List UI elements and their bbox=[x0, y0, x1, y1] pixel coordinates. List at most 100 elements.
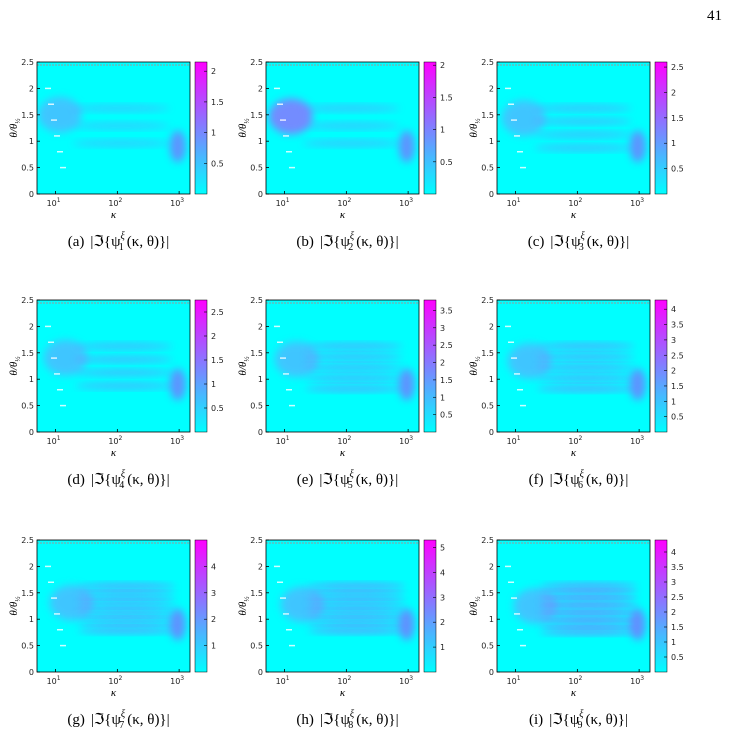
y-tick-label: 1 bbox=[258, 375, 263, 384]
heatmap-streak bbox=[539, 605, 638, 612]
y-tick-label: 1.5 bbox=[481, 589, 494, 598]
x-tick-exp: 3 bbox=[180, 435, 184, 442]
colorbar-tick-label: 2 bbox=[440, 359, 445, 368]
caption-suffix: (κ, θ)}| bbox=[586, 712, 628, 728]
heatmap-streak bbox=[77, 609, 176, 616]
caption: (g) |ℑ{ψξ 7 (κ, θ)}| bbox=[67, 709, 169, 731]
caption-tag: (b) bbox=[296, 234, 314, 250]
y-tick-label: 2.5 bbox=[250, 536, 263, 545]
caption-sup: ξ bbox=[580, 231, 585, 242]
y-tick-label: 1.5 bbox=[21, 589, 34, 598]
y-tick-label: 1.5 bbox=[481, 111, 494, 120]
heatmap-streak bbox=[77, 627, 176, 634]
y-tick-label: 2 bbox=[29, 562, 34, 571]
x-tick-exp: 3 bbox=[409, 197, 413, 204]
caption-tag: (h) bbox=[296, 712, 314, 728]
y-label-main: θ/θ bbox=[8, 123, 20, 137]
colorbar bbox=[423, 61, 437, 195]
heatmap-streak bbox=[77, 583, 176, 590]
heatmap-blob bbox=[398, 608, 415, 641]
y-label-sub: ½ bbox=[243, 118, 251, 124]
colorbar bbox=[194, 299, 208, 433]
y-tick-label: 0 bbox=[258, 190, 263, 199]
x-tick-base: 10 bbox=[630, 199, 640, 208]
y-label-main: θ/θ bbox=[468, 601, 480, 615]
heatmap-blob bbox=[43, 339, 88, 376]
y-label-main: θ/θ bbox=[468, 123, 480, 137]
heatmap bbox=[266, 62, 419, 194]
colorbar-tick-label: 1.5 bbox=[440, 93, 453, 102]
caption: (a) |ℑ{ψξ 1 (κ, θ)}| bbox=[68, 231, 169, 253]
caption: (b) |ℑ{ψξ 2 (κ, θ)}| bbox=[296, 231, 398, 253]
x-tick-label: 103 bbox=[170, 197, 184, 208]
y-axis-label: θ/θ½ bbox=[468, 596, 482, 616]
heatmap-streak bbox=[77, 592, 176, 598]
heatmap-streak bbox=[302, 105, 401, 112]
caption-suffix: (κ, θ)}| bbox=[586, 472, 628, 488]
plot-frame bbox=[265, 61, 420, 195]
x-tick-label: 102 bbox=[108, 435, 122, 446]
colorbar-tick-label: 1.5 bbox=[211, 98, 224, 107]
caption-suffix: (κ, θ)}| bbox=[127, 472, 169, 488]
x-tick-base: 10 bbox=[47, 199, 57, 208]
caption-sub: 5 bbox=[348, 480, 353, 491]
colorbar-tick-label: 2.5 bbox=[671, 593, 684, 602]
colorbar-tick-label: 1.5 bbox=[211, 356, 224, 365]
heatmap-streak bbox=[536, 364, 635, 371]
caption-tag: (i) bbox=[529, 712, 543, 728]
heatmap-streak bbox=[75, 369, 173, 376]
colorbar-tick-label: 5 bbox=[440, 543, 445, 552]
heatmap-blob bbox=[169, 130, 186, 163]
plot-frame bbox=[265, 299, 420, 433]
x-tick-label: 101 bbox=[276, 197, 290, 208]
colorbar-tick-label: 4 bbox=[671, 548, 676, 557]
caption-sup: ξ bbox=[121, 709, 126, 720]
caption-prefix: |ℑ{ψ bbox=[320, 712, 351, 728]
y-tick-label: 0.5 bbox=[21, 164, 34, 173]
y-tick-label: 2 bbox=[258, 562, 263, 571]
caption-tag: (c) bbox=[528, 234, 545, 250]
heatmap-blob bbox=[37, 96, 82, 133]
x-tick-exp: 1 bbox=[517, 197, 521, 204]
x-tick-base: 10 bbox=[568, 199, 578, 208]
caption-sub: 8 bbox=[348, 720, 353, 731]
x-tick-label: 101 bbox=[47, 435, 61, 446]
plot-frame bbox=[496, 539, 651, 673]
x-tick-exp: 1 bbox=[517, 435, 521, 442]
y-tick-label: 1 bbox=[489, 375, 494, 384]
x-tick-label: 103 bbox=[399, 675, 413, 686]
x-tick-label: 101 bbox=[276, 675, 290, 686]
x-tick-base: 10 bbox=[108, 677, 118, 686]
x-tick-label: 102 bbox=[108, 675, 122, 686]
colorbar-tick-label: 0.5 bbox=[671, 165, 684, 174]
x-axis-label: κ bbox=[111, 447, 117, 459]
x-tick-base: 10 bbox=[630, 677, 640, 686]
x-tick-label: 103 bbox=[630, 197, 644, 208]
x-tick-exp: 3 bbox=[640, 435, 644, 442]
caption-prefix: |ℑ{ψ bbox=[550, 234, 581, 250]
colorbar bbox=[423, 539, 437, 673]
caption-sub: 2 bbox=[348, 242, 353, 253]
x-tick-label: 103 bbox=[630, 435, 644, 446]
y-axis-label: θ/θ½ bbox=[237, 356, 251, 376]
heatmap-blob bbox=[629, 130, 646, 163]
x-tick-exp: 2 bbox=[579, 197, 583, 204]
x-tick-label: 103 bbox=[399, 435, 413, 446]
caption-sub: 1 bbox=[119, 242, 124, 253]
y-tick-label: 0.5 bbox=[250, 642, 263, 651]
heatmap-blob bbox=[501, 100, 546, 137]
heatmap-streak bbox=[302, 140, 401, 147]
y-tick-label: 0 bbox=[489, 668, 494, 677]
caption-tag: (f) bbox=[529, 472, 544, 488]
x-tick-exp: 3 bbox=[409, 435, 413, 442]
caption: (e) |ℑ{ψξ 5 (κ, θ)}| bbox=[297, 469, 398, 491]
y-tick-label: 0 bbox=[29, 190, 34, 199]
colorbar-tick-label: 2.5 bbox=[440, 341, 453, 350]
y-tick-label: 2.5 bbox=[21, 536, 34, 545]
caption-suffix: (κ, θ)}| bbox=[356, 234, 398, 250]
x-tick-base: 10 bbox=[337, 437, 347, 446]
